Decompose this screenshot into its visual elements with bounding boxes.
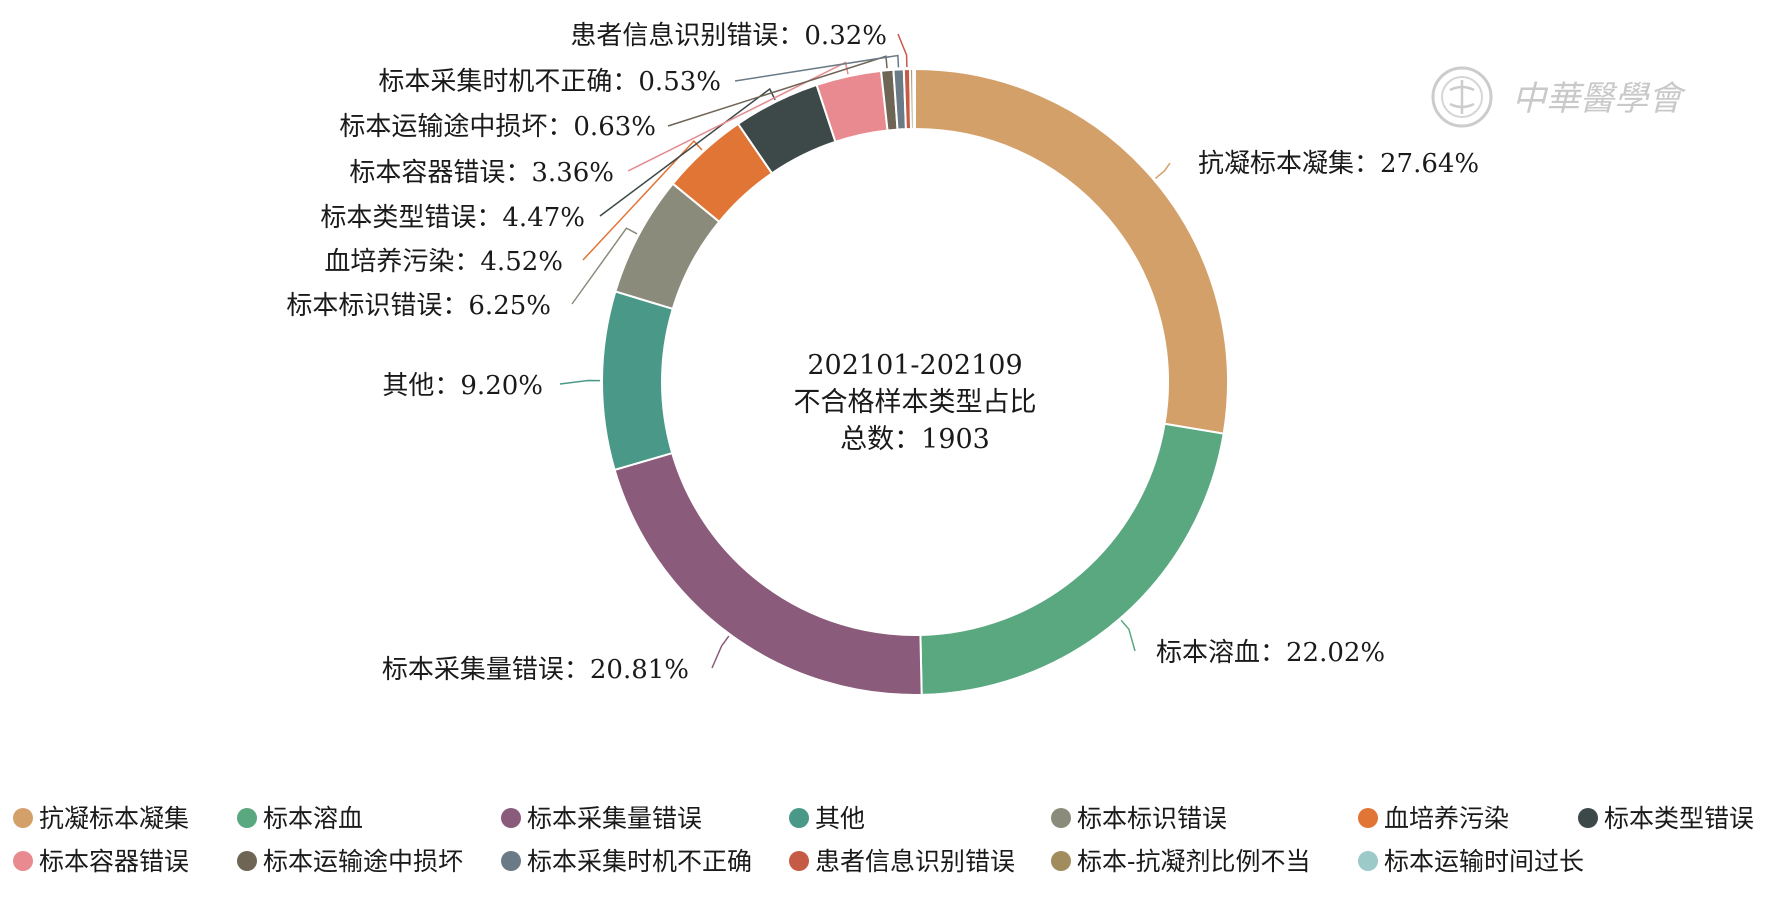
legend-swatch: [237, 808, 257, 828]
leader-line-2: [711, 635, 730, 669]
legend-label: 标本类型错误: [1604, 804, 1754, 833]
legend-item-3: 其他: [789, 804, 865, 833]
center-line-2: 不合格样本类型占比: [794, 387, 1037, 418]
slice-label-9: 标本采集时机不正确：0.53%: [378, 67, 721, 97]
slice-labels: 抗凝标本凝集：27.64% 标本溶血：22.02% 标本采集量错误：20.81% 其他…: [286, 21, 1479, 685]
slice-label-0: 抗凝标本凝集：27.64%: [1198, 149, 1479, 179]
legend-label: 标本运输途中损坏: [263, 847, 463, 876]
slice-12: [912, 67, 916, 131]
slice-label-1: 标本溶血：22.02%: [1156, 638, 1385, 668]
leader-line-1: [1120, 619, 1136, 652]
legend-item-4: 标本标识错误: [1051, 804, 1227, 833]
legend-item-5: 血培养污染: [1358, 804, 1509, 833]
legend-label: 标本-抗凝剂比例不当: [1077, 847, 1310, 876]
leader-line-8: [667, 55, 888, 127]
center-line-3: 总数：1903: [840, 424, 990, 455]
legend-item-0: 抗凝标本凝集: [13, 804, 189, 833]
slice-label-2: 标本采集量错误：20.81%: [382, 655, 689, 685]
legend-label: 标本采集量错误: [527, 804, 702, 833]
legend-label: 标本容器错误: [39, 847, 189, 876]
slice-3: [601, 290, 675, 472]
legend-swatch: [237, 851, 257, 871]
slice-label-4: 标本标识错误：6.25%: [286, 291, 551, 321]
legend-label: 标本运输时间过长: [1384, 847, 1584, 876]
legend-swatch: [13, 808, 33, 828]
leader-line-7: [627, 61, 849, 172]
leader-lines: [559, 33, 1171, 669]
legend-item-7: 标本容器错误: [13, 847, 189, 876]
legend-item-9: 标本采集时机不正确: [501, 847, 752, 876]
legend-swatch: [501, 851, 521, 871]
legend-label: 标本溶血: [263, 804, 363, 833]
leader-line-4: [571, 227, 638, 305]
legend-label: 抗凝标本凝集: [39, 804, 189, 833]
legend-label: 患者信息识别错误: [815, 847, 1015, 876]
donut-slices: [601, 67, 1229, 696]
slice-label-8: 标本运输途中损坏：0.63%: [339, 112, 656, 142]
leader-line-6: [599, 87, 776, 217]
leader-line-9: [734, 54, 900, 82]
legend-swatch: [13, 851, 33, 871]
legend-item-11: 标本-抗凝剂比例不当: [1051, 847, 1310, 876]
legend-swatch: [1358, 808, 1378, 828]
legend-swatch: [1051, 851, 1071, 871]
legend-item-6: 标本类型错误: [1578, 804, 1754, 833]
leader-line-0: [1154, 162, 1171, 180]
slice-label-10: 患者信息识别错误：0.32%: [570, 21, 887, 51]
slice-label-3: 其他：9.20%: [382, 371, 543, 401]
leader-line-3: [559, 379, 601, 385]
legend-item-12: 标本运输时间过长: [1358, 847, 1584, 876]
legend-swatch: [789, 808, 809, 828]
legend-swatch: [1578, 808, 1598, 828]
slice-label-5: 血培养污染：4.52%: [324, 247, 563, 277]
center-line-1: 202101-202109: [807, 350, 1022, 381]
slice-label-7: 标本容器错误：3.36%: [349, 158, 614, 188]
center-text: 202101-202109 不合格样本类型占比 总数：1903: [794, 350, 1037, 455]
legend-label: 标本采集时机不正确: [527, 847, 752, 876]
legend-label: 血培养污染: [1384, 804, 1509, 833]
slice-label-6: 标本类型错误：4.47%: [320, 203, 585, 233]
legend-swatch: [1358, 851, 1378, 871]
watermark-text: 中華醫學會: [1512, 79, 1687, 119]
legend-item-1: 标本溶血: [237, 804, 363, 833]
legend: 抗凝标本凝集 标本溶血 标本采集量错误 其他 标本标识错误 血培养污染 标本类型错误标本容器…: [13, 804, 1754, 876]
legend-label: 标本标识错误: [1077, 804, 1227, 833]
leader-line-10: [897, 33, 908, 68]
legend-swatch: [501, 808, 521, 828]
leader-line-5: [582, 140, 703, 261]
legend-item-2: 标本采集量错误: [501, 804, 702, 833]
watermark-logo: 中華醫學會: [1431, 66, 1687, 128]
legend-label: 其他: [815, 804, 865, 833]
legend-item-8: 标本运输途中损坏: [237, 847, 463, 876]
legend-swatch: [789, 851, 809, 871]
legend-swatch: [1051, 808, 1071, 828]
legend-item-10: 患者信息识别错误: [789, 847, 1015, 876]
